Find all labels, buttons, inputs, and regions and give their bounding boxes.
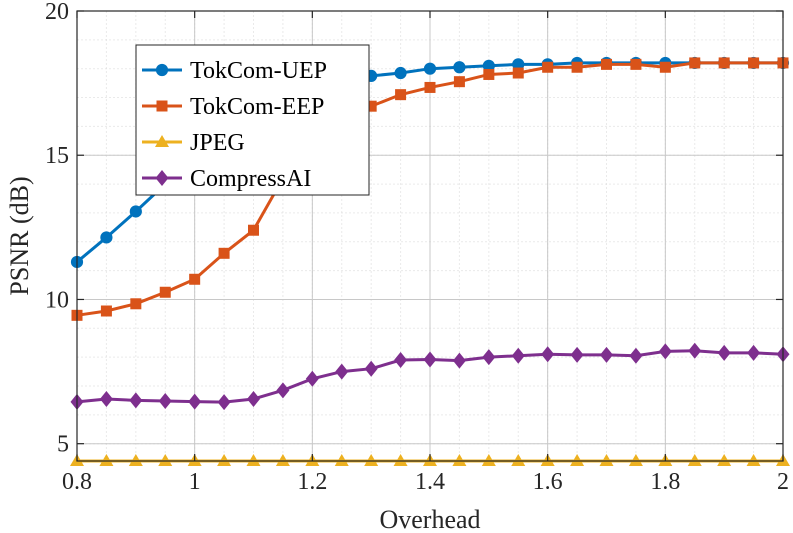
data-point: [452, 352, 466, 369]
x-tick-label: 1: [189, 469, 201, 495]
x-tick-label: 2: [777, 469, 789, 495]
y-tick-label: 15: [45, 143, 69, 169]
data-point: [629, 347, 643, 364]
data-point: [717, 454, 732, 466]
data-point: [364, 454, 379, 466]
data-point: [571, 61, 583, 73]
data-point: [659, 61, 671, 73]
data-point: [128, 454, 143, 466]
data-point: [218, 247, 230, 259]
legend-label: CompressAI: [190, 166, 311, 192]
data-point: [335, 363, 349, 380]
data-point: [512, 67, 524, 79]
y-tick-label: 5: [57, 432, 69, 458]
data-point: [423, 351, 437, 368]
legend-entry-tokcom-uep: TokCom-UEP: [142, 58, 327, 84]
legend-label: TokCom-EEP: [190, 94, 324, 120]
data-point: [570, 454, 585, 466]
data-point: [159, 286, 171, 298]
legend-entry-compressai: CompressAI: [142, 166, 311, 192]
data-point: [689, 57, 701, 69]
data-point: [393, 454, 408, 466]
legend-label: JPEG: [190, 130, 245, 156]
data-point: [129, 392, 143, 409]
data-point: [395, 89, 407, 101]
data-point: [628, 454, 643, 466]
data-point: [688, 342, 702, 359]
ticks: 0.8 1 1.2 1.4 1.6 1.8 2 5 10 15 20: [45, 0, 789, 495]
legend: TokCom-UEP TokCom-EEP JPEG CompressAI: [135, 44, 370, 196]
x-axis-label: Overhead: [379, 505, 480, 533]
data-point: [718, 57, 730, 69]
data-point: [511, 454, 526, 466]
data-point: [453, 76, 465, 88]
data-point: [246, 454, 261, 466]
data-point: [364, 360, 378, 377]
data-point: [599, 454, 614, 466]
data-point: [100, 231, 113, 244]
data-point: [482, 349, 496, 366]
data-point: [188, 393, 202, 410]
data-point: [601, 58, 612, 70]
x-tick-label: 1.6: [533, 469, 563, 495]
data-point: [130, 298, 142, 310]
data-point: [305, 370, 319, 387]
data-point: [248, 224, 259, 236]
data-point: [217, 454, 232, 466]
data-point: [748, 57, 760, 69]
x-tick-label: 1.4: [415, 469, 445, 495]
legend-marker: [155, 63, 169, 77]
data-point: [217, 394, 231, 411]
y-tick-label: 20: [45, 0, 69, 25]
data-point: [423, 62, 437, 75]
data-point: [158, 454, 173, 466]
data-point: [687, 454, 702, 466]
x-tick-label: 1.8: [650, 469, 680, 495]
data-point: [570, 346, 584, 363]
data-point: [99, 390, 113, 407]
legend-entry-tokcom-eep: TokCom-EEP: [142, 94, 324, 120]
data-point: [424, 81, 436, 93]
data-point: [365, 100, 377, 112]
data-point: [453, 61, 466, 74]
data-point: [483, 68, 495, 80]
data-point: [99, 454, 114, 466]
legend-entry-jpeg: JPEG: [142, 130, 245, 156]
data-point: [189, 273, 201, 285]
data-point: [630, 58, 642, 70]
legend-marker: [156, 100, 168, 112]
legend-label: TokCom-UEP: [190, 58, 327, 84]
x-tick-label: 1.2: [297, 469, 327, 495]
data-point: [129, 205, 142, 218]
data-point: [481, 454, 496, 466]
legend-marker: [155, 170, 169, 186]
data-point: [511, 347, 525, 364]
x-tick-label: 0.8: [62, 469, 92, 495]
data-point: [394, 66, 407, 80]
legend-marker: [155, 135, 169, 147]
data-point: [334, 454, 349, 466]
data-point: [276, 382, 290, 399]
data-point: [394, 352, 408, 369]
data-point: [717, 344, 731, 361]
data-point: [158, 393, 172, 409]
data-point: [275, 454, 290, 466]
data-point: [100, 305, 112, 317]
data-point: [747, 344, 761, 361]
data-point: [247, 390, 260, 407]
y-tick-label: 10: [45, 287, 69, 313]
data-point: [746, 454, 761, 466]
y-axis-label: PSNR (dB): [5, 176, 34, 295]
data-point: [600, 346, 613, 363]
data-point: [541, 346, 555, 363]
data-point: [542, 61, 554, 73]
data-point: [658, 343, 672, 360]
data-point: [452, 454, 467, 466]
